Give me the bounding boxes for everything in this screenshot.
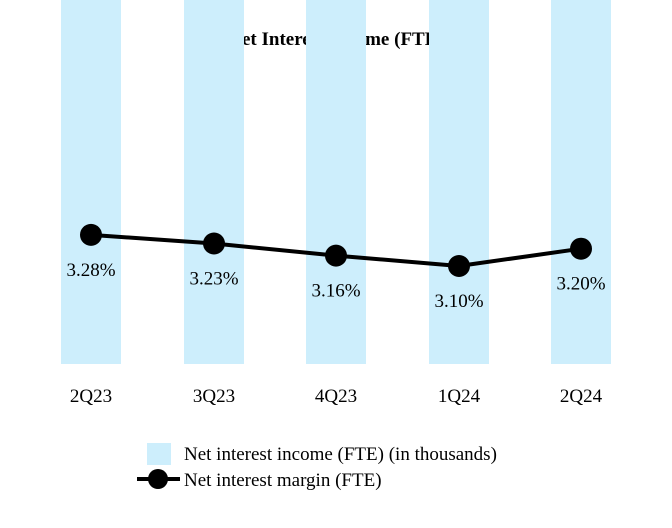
category-label: 2Q24 <box>560 386 603 407</box>
legend-label-bar: Net interest income (FTE) (in thousands) <box>184 444 497 465</box>
category-label: 3Q23 <box>193 386 235 407</box>
category-axis-labels: 2Q23 3Q23 4Q23 1Q24 2Q24 <box>70 386 603 407</box>
margin-value-label: 3.16% <box>311 281 360 302</box>
margin-point-2Q24 <box>570 237 592 260</box>
legend: Net interest income (FTE) (in thousands)… <box>137 443 497 491</box>
margin-value-label: 3.20% <box>556 274 605 295</box>
legend-marker <box>148 469 168 489</box>
bar-series <box>61 0 611 364</box>
bar-2Q24 <box>551 0 611 364</box>
line-series <box>80 223 592 277</box>
margin-value-label: 3.10% <box>434 291 483 312</box>
legend-label-line: Net interest margin (FTE) <box>184 470 382 491</box>
category-label: 2Q23 <box>70 386 112 407</box>
margin-point-4Q23 <box>325 244 347 267</box>
margin-point-1Q24 <box>448 255 470 277</box>
category-label: 1Q24 <box>438 386 481 407</box>
bar-2Q23 <box>61 0 121 364</box>
legend-swatch-bar <box>147 443 171 465</box>
margin-point-3Q23 <box>203 232 225 255</box>
margin-value-label: 3.23% <box>189 269 238 290</box>
bar-3Q23 <box>184 0 244 364</box>
margin-value-label: 3.28% <box>66 260 115 281</box>
bar-1Q24 <box>429 0 489 364</box>
bar-4Q23 <box>306 0 366 364</box>
margin-point-2Q23 <box>80 223 102 246</box>
line-value-labels: 3.28% 3.23% 3.16% 3.10% 3.20% <box>66 260 605 312</box>
category-label: 4Q23 <box>315 386 357 407</box>
